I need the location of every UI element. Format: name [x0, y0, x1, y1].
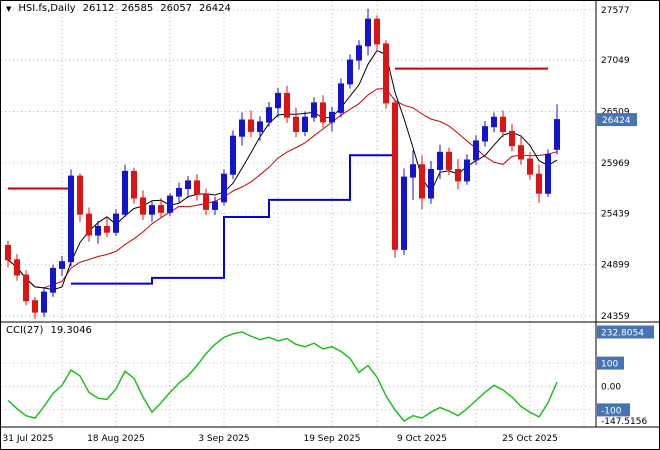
- support-step-line[interactable]: [71, 154, 395, 285]
- date-label: 3 Sep 2025: [198, 434, 249, 444]
- candles-layer: [5, 8, 560, 319]
- indicator-value: 19.3046: [50, 325, 92, 336]
- current-price-tag: 26424: [597, 113, 637, 127]
- close-value: 26424: [199, 3, 231, 14]
- low-value: 26057: [160, 3, 193, 14]
- cci-level-tag: 232.8054: [601, 329, 644, 339]
- date-label: 9 Oct 2025: [397, 434, 447, 444]
- date-label: 18 Aug 2025: [87, 434, 145, 444]
- cci-level-tag: 100: [601, 360, 618, 370]
- date-label: 31 Jul 2025: [3, 434, 54, 444]
- indicator-header: CCI(27) 19.3046: [6, 325, 92, 336]
- time-axis[interactable]: [1, 427, 660, 450]
- ma-slow-line: [7, 88, 558, 289]
- symbol-period-label: HSI.fs,Daily: [18, 3, 76, 14]
- cci-level-label: -147.5156: [601, 417, 647, 427]
- indicator-pane[interactable]: [1, 322, 596, 427]
- price-tick: 27577: [601, 6, 630, 16]
- price-tick: 27049: [601, 56, 630, 66]
- price-tick: 24359: [601, 312, 630, 322]
- date-axis-labels: 31 Jul 2025 18 Aug 2025 3 Sep 2025 19 Sep 2…: [3, 434, 558, 444]
- open-value: 26112: [82, 3, 115, 14]
- collapse-icon[interactable]: ▼: [6, 4, 12, 13]
- date-label: 19 Sep 2025: [303, 434, 360, 444]
- cci-line: [7, 331, 558, 422]
- price-tick: 25439: [601, 209, 630, 219]
- indicator-label: CCI(27): [6, 325, 44, 336]
- price-tick: 24899: [601, 261, 630, 271]
- ohlc-header: ▼ HSI.fs,Daily 26112 26585 26057 26424: [6, 3, 231, 14]
- price-tick: 25969: [601, 159, 630, 169]
- high-value: 26585: [121, 3, 154, 14]
- svg-text:26424: 26424: [602, 116, 631, 126]
- cci-level-label: 0.00: [601, 383, 621, 393]
- indicator-axis-labels: 232.8054 100 0.00 -100-147.5156: [597, 325, 654, 427]
- cci-level-tag: -100: [601, 406, 622, 416]
- price-tick: 26509: [601, 108, 630, 118]
- date-label: 25 Oct 2025: [502, 434, 558, 444]
- price-axis-labels: 27577 27049 26509 25969 25439 24899 24359: [601, 6, 630, 322]
- main-chart-pane[interactable]: [1, 1, 596, 322]
